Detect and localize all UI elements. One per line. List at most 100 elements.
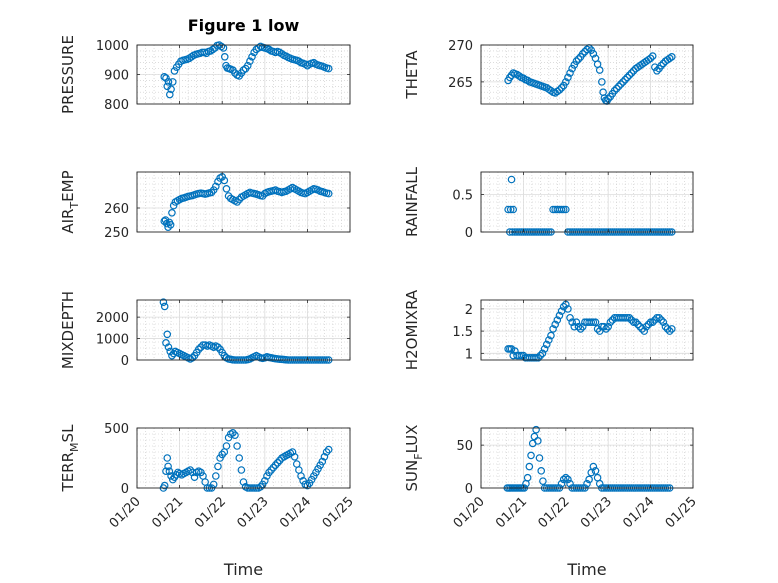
x-tick-label: 01/25 [320,494,357,531]
data-point [187,52,196,61]
data-point [557,205,566,214]
data-point [661,322,670,331]
y-tick-label: 260 [104,202,129,217]
data-point [160,481,169,490]
subplot-mixdepth: 0 1000 2000 MIXDEPTH [59,291,351,369]
data-point [324,64,333,73]
data-point [578,50,587,58]
data-point [507,71,516,80]
data-point [557,307,566,315]
data-point [614,82,623,91]
data-point [515,351,523,360]
data-point [160,302,169,311]
y-tick-label: 1 [465,347,473,362]
data-point [640,327,649,335]
y-tick-label: 0 [465,226,473,241]
data-point [587,318,596,327]
data-point [530,353,538,362]
data-point [538,349,547,358]
data-point [506,205,515,214]
y-tick-label: 900 [104,69,129,84]
data-point [595,66,604,74]
data-point [168,78,177,86]
data-point [551,320,560,329]
data-point [532,353,540,362]
y-axis-label: H2OMIXRA [403,289,421,370]
x-tick-label: 01/24 [620,494,657,531]
x-tick-label: 01/22 [536,494,573,531]
data-point [623,73,632,82]
data-point [507,175,516,184]
y-tick-label: 0.5 [452,189,473,204]
data-point [519,74,528,82]
data-point [665,327,674,335]
data-point [561,473,570,482]
data-point [555,311,564,320]
data-point [243,61,252,70]
data-point [623,313,632,322]
data-point [540,345,549,353]
data-point [578,322,587,331]
subplot-h2omixra: 1 1.5 2 H2OMIXRA [403,289,694,370]
y-tick-label: 270 [448,39,473,54]
data-point [648,318,657,327]
data-point [214,343,222,351]
y-tick-label: 1000 [96,39,129,54]
data-point [256,482,265,491]
data-point [164,343,173,351]
data-point [653,67,661,75]
data-point [591,318,600,327]
data-point [322,448,331,456]
data-point [260,476,269,485]
figure-title: Figure 1 low [188,16,300,35]
data-point [619,78,627,86]
subplot-terr_msl: 0 500 TERRMSL 01/20 01/21 01/22 01/23 01/24 01/2… [59,422,357,579]
x-axis-label: Time [566,560,606,579]
y-axis-label: PRESSURE [59,35,77,114]
subplot-air_temp: 250 260 AIRTEMP [59,170,351,241]
x-tick-label: 01/25 [663,494,700,531]
data-point [604,322,613,331]
data-point [545,336,553,344]
series-markers [160,173,333,232]
data-point [576,325,585,333]
data-point [663,325,672,333]
data-point [570,61,579,69]
data-point [235,454,244,462]
data-point [212,182,220,191]
data-point [587,46,596,54]
data-point [574,322,583,331]
data-point [574,55,583,63]
x-tick-label: 01/22 [192,494,229,531]
data-point [212,472,220,480]
x-tick-label: 01/20 [107,494,144,531]
data-point [627,69,636,77]
data-point [161,216,170,224]
data-point [162,74,170,82]
data-point [188,354,197,362]
data-point [542,340,551,349]
data-point [559,475,568,484]
data-point [600,322,608,331]
data-point [648,52,657,60]
data-point [220,52,229,61]
data-point [525,462,534,471]
data-point [509,205,518,214]
data-point [163,330,172,339]
data-point [278,50,286,58]
data-point [534,353,543,362]
data-point [164,78,173,86]
data-point [557,83,566,92]
data-point [160,73,169,81]
data-point [170,67,179,75]
data-point [653,313,661,322]
data-point [220,176,229,185]
subplot-sun_flux: 0 50 SUNFLUX 01/20 01/21 01/22 01/23 01/24 01/25… [403,425,700,579]
data-point [589,462,598,471]
plot-area [137,172,350,232]
subplot-rainfall: 0 0.5 RAINFALL [403,166,694,241]
data-point [269,463,278,472]
data-point [535,454,544,462]
data-point [239,478,248,486]
data-point [585,475,593,484]
